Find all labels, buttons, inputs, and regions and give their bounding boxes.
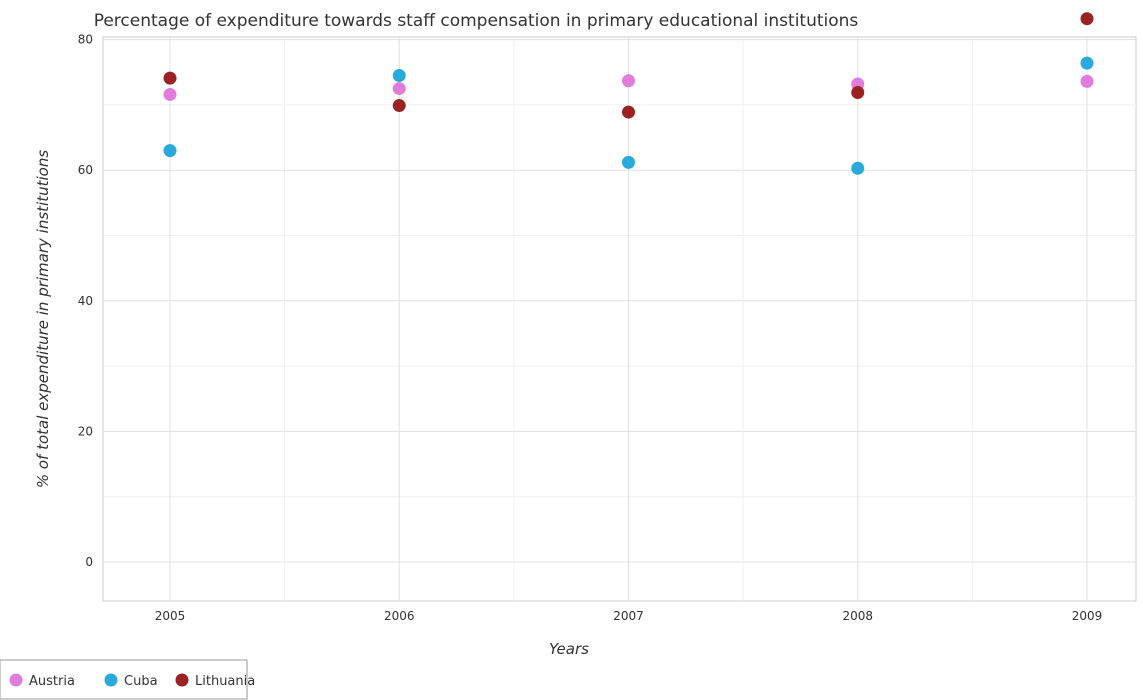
- legend-box: [0, 659, 248, 700]
- legend-marker-cuba: [104, 673, 118, 687]
- point-austria: [622, 74, 635, 88]
- y-tick-label: 40: [78, 294, 93, 308]
- point-lithuania: [622, 105, 635, 119]
- y-axis-title: % of total expenditure in primary instit…: [34, 150, 52, 488]
- y-tick-label: 60: [78, 163, 93, 177]
- point-lithuania: [1080, 12, 1094, 26]
- legend-marker-austria: [9, 673, 23, 687]
- point-austria: [1080, 74, 1094, 88]
- point-cuba: [163, 144, 177, 158]
- x-tick-label: 2005: [155, 609, 186, 623]
- point-cuba: [622, 155, 635, 169]
- legend-label-lithuania: Lithuania: [195, 674, 255, 689]
- x-tick-labels: 2005 2006 2007 2008 2009: [155, 609, 1103, 623]
- x-tick-label: 2008: [842, 609, 873, 623]
- legend-marker-lithuania: [175, 673, 189, 687]
- point-cuba: [851, 161, 865, 175]
- point-lithuania: [851, 85, 865, 99]
- y-tick-labels: 0 20 40 60 80: [78, 33, 93, 569]
- plot-area: [102, 36, 1137, 602]
- point-cuba: [392, 69, 406, 83]
- y-tick-label: 80: [78, 33, 93, 47]
- point-cuba: [1080, 56, 1094, 70]
- point-austria: [163, 87, 177, 101]
- chart-title: Percentage of expenditure towards staff …: [94, 11, 859, 31]
- x-tick-label: 2007: [613, 609, 644, 623]
- x-tick-label: 2006: [384, 609, 415, 623]
- x-tick-label: 2009: [1072, 609, 1103, 623]
- grid-lines: [103, 37, 1136, 601]
- point-austria: [392, 82, 406, 96]
- x-axis-title: Years: [549, 640, 589, 658]
- legend-label-cuba: Cuba: [124, 674, 158, 689]
- legend: Austria Cuba Lithuania: [0, 659, 255, 700]
- data-points: [163, 12, 1094, 175]
- y-tick-label: 20: [78, 424, 93, 438]
- legend-label-austria: Austria: [29, 674, 75, 689]
- y-tick-label: 0: [85, 555, 93, 569]
- point-lithuania: [392, 99, 406, 113]
- point-lithuania: [163, 71, 177, 85]
